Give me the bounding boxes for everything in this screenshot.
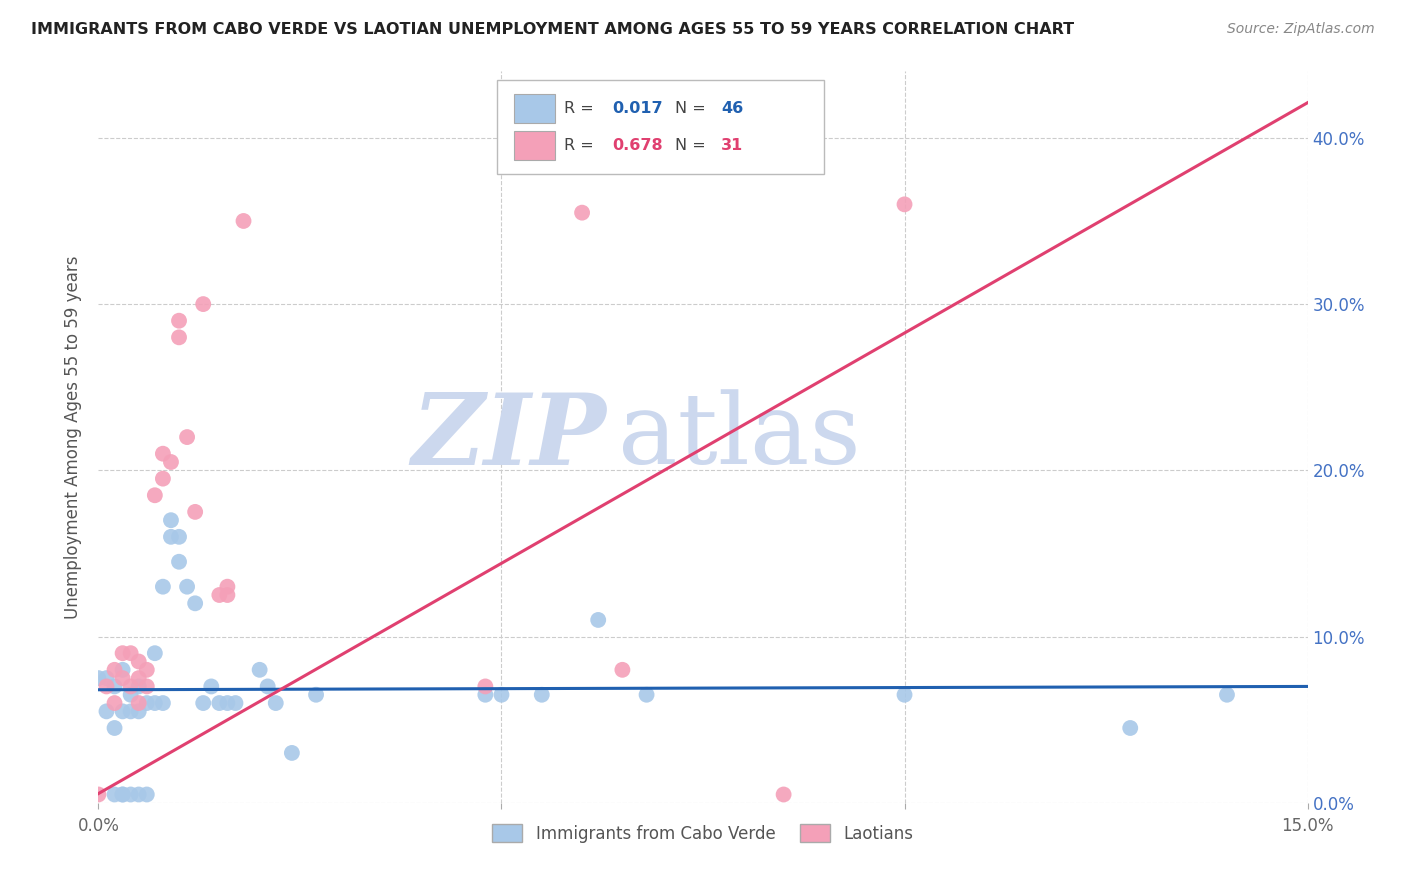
Point: [1119, 721, 1142, 735]
Point: [772, 788, 794, 802]
Point: [612, 663, 634, 677]
Point: [305, 688, 328, 702]
Point: [111, 705, 134, 719]
Point: [176, 430, 198, 444]
Point: [96, 671, 118, 685]
Point: [111, 788, 134, 802]
Point: [217, 696, 239, 710]
Point: [217, 588, 239, 602]
Point: [167, 530, 190, 544]
Point: [232, 214, 254, 228]
Text: Source: ZipAtlas.com: Source: ZipAtlas.com: [1227, 22, 1375, 37]
Point: [96, 680, 118, 694]
Text: N =: N =: [675, 137, 711, 153]
Point: [120, 688, 142, 702]
Point: [135, 663, 157, 677]
Point: [120, 788, 142, 802]
Point: [152, 472, 174, 486]
Point: [1216, 688, 1239, 702]
Text: 46: 46: [721, 101, 744, 116]
Point: [160, 530, 183, 544]
Point: [120, 680, 142, 694]
Legend: Immigrants from Cabo Verde, Laotians: Immigrants from Cabo Verde, Laotians: [485, 818, 921, 849]
Point: [128, 705, 150, 719]
FancyBboxPatch shape: [515, 130, 555, 160]
Point: [103, 663, 125, 677]
Point: [96, 705, 118, 719]
Point: [135, 696, 157, 710]
Point: [135, 788, 157, 802]
Text: R =: R =: [564, 137, 599, 153]
Text: R =: R =: [564, 101, 599, 116]
Point: [103, 788, 125, 802]
Point: [281, 746, 304, 760]
Point: [893, 197, 915, 211]
Point: [893, 688, 915, 702]
Y-axis label: Unemployment Among Ages 55 to 59 years: Unemployment Among Ages 55 to 59 years: [65, 255, 83, 619]
Point: [249, 663, 271, 677]
FancyBboxPatch shape: [498, 80, 824, 174]
Point: [120, 705, 142, 719]
Point: [530, 688, 553, 702]
Point: [120, 646, 142, 660]
Point: [152, 580, 174, 594]
Point: [167, 330, 190, 344]
Point: [143, 646, 166, 660]
Point: [128, 788, 150, 802]
Point: [152, 447, 174, 461]
Point: [111, 646, 134, 660]
FancyBboxPatch shape: [515, 94, 555, 123]
Point: [193, 297, 215, 311]
Text: N =: N =: [675, 101, 711, 116]
Point: [103, 680, 125, 694]
Point: [491, 688, 513, 702]
Point: [636, 688, 658, 702]
Point: [103, 696, 125, 710]
Text: 31: 31: [721, 137, 744, 153]
Point: [224, 696, 246, 710]
Point: [167, 555, 190, 569]
Point: [152, 696, 174, 710]
Point: [128, 696, 150, 710]
Text: IMMIGRANTS FROM CABO VERDE VS LAOTIAN UNEMPLOYMENT AMONG AGES 55 TO 59 YEARS COR: IMMIGRANTS FROM CABO VERDE VS LAOTIAN UN…: [31, 22, 1074, 37]
Point: [111, 788, 134, 802]
Text: atlas: atlas: [619, 389, 860, 485]
Point: [103, 721, 125, 735]
Point: [111, 663, 134, 677]
Point: [193, 696, 215, 710]
Point: [143, 696, 166, 710]
Point: [160, 455, 183, 469]
Point: [571, 205, 593, 219]
Point: [217, 580, 239, 594]
Text: 0.017: 0.017: [613, 101, 664, 116]
Point: [474, 680, 496, 694]
Point: [208, 588, 231, 602]
Point: [167, 314, 190, 328]
Point: [128, 655, 150, 669]
Point: [586, 613, 609, 627]
Text: ZIP: ZIP: [412, 389, 606, 485]
Point: [200, 680, 222, 694]
Point: [256, 680, 278, 694]
Point: [160, 513, 183, 527]
Point: [87, 671, 110, 685]
Point: [474, 688, 496, 702]
Point: [128, 680, 150, 694]
Point: [111, 671, 134, 685]
Point: [143, 488, 166, 502]
Point: [128, 671, 150, 685]
Point: [264, 696, 287, 710]
Point: [135, 680, 157, 694]
Text: 0.678: 0.678: [613, 137, 664, 153]
Point: [184, 505, 207, 519]
Point: [184, 596, 207, 610]
Point: [176, 580, 198, 594]
Point: [208, 696, 231, 710]
Point: [87, 788, 110, 802]
